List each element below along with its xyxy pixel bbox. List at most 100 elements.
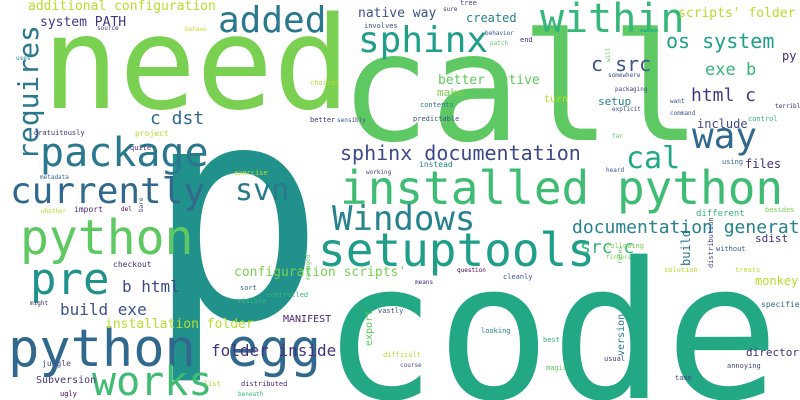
word-src-c-30: src c <box>580 237 634 258</box>
word-build-50: build <box>679 230 693 266</box>
word-usual-113: usual <box>604 355 625 363</box>
word-c-src-23: c src <box>591 52 651 76</box>
word-visible-107: visible <box>237 297 267 305</box>
word-without-94: without <box>716 245 746 253</box>
word-terrible-73: terrible <box>775 103 800 110</box>
word-installed-python-4: installed python <box>340 161 783 215</box>
word-rules-98: rules <box>617 246 624 264</box>
word-native-way-34: native way <box>358 6 436 21</box>
word-added-9: added <box>218 0 326 41</box>
word-exe-b-24: exe b <box>705 60 756 80</box>
word-contents-77: contents <box>420 101 454 109</box>
word-turn-48: turn <box>544 94 568 105</box>
word-additional-configuration-32: additional configuration <box>28 0 216 14</box>
word-html-c-25: html c <box>691 85 756 106</box>
word-windows-16: Windows <box>332 199 475 239</box>
word-del-91: del <box>121 206 132 213</box>
word-include-39: include <box>697 117 748 131</box>
word-b-html-29: b html <box>122 277 180 296</box>
word-tree-59: tree <box>460 0 477 7</box>
word-list-119: list <box>204 380 221 388</box>
word-pre-14: pre <box>30 254 109 305</box>
word-exercise-84: exercise <box>234 169 268 177</box>
word-source-60: source <box>97 25 119 32</box>
word-might-108: might <box>30 300 48 307</box>
word-best-111: best <box>543 336 560 344</box>
word-build-exe-28: build exe <box>60 300 147 319</box>
word-sphinx-11: sphinx <box>358 20 488 61</box>
word-need-1: need <box>42 0 350 139</box>
word-question-97: question <box>457 267 486 274</box>
word-created-36: created <box>466 11 517 25</box>
word-quite-83: quite <box>130 144 151 152</box>
word-better-79: better <box>310 116 335 124</box>
word-python-egg-6: python egg <box>8 319 321 379</box>
word-packaging-71: packaging <box>615 86 648 93</box>
word-distribution-102: distribution <box>707 217 715 268</box>
word-version-51: version <box>616 314 627 356</box>
word-want-72: want <box>670 98 685 105</box>
word-sensibly-80: sensibly <box>337 117 366 124</box>
word-files-40: files <box>745 157 781 171</box>
word-behavior-66: behavior <box>485 30 514 37</box>
word-somewhere-70: somewhere <box>608 72 641 79</box>
word-system-path-33: system PATH <box>40 15 126 30</box>
word-sphinx-documentation-20: sphinx documentation <box>340 141 581 165</box>
word-command-74: command <box>670 110 696 117</box>
word-finders-96: finders <box>606 254 632 261</box>
word-specified-56: specified <box>761 300 800 309</box>
word-uses-62: uses <box>16 55 31 62</box>
word-py-49: py <box>782 49 796 63</box>
word-c-dst-26: c dst <box>150 108 204 129</box>
word-control-76: control <box>748 115 778 123</box>
word-sure-64: sure <box>443 6 458 13</box>
word-besides-93: besides <box>765 206 795 214</box>
word-subversion-43: Subversion <box>36 375 96 386</box>
word-requires-13: requires <box>12 25 45 160</box>
word-annoying-116: annoying <box>727 362 761 370</box>
word-sdist-41: sdist <box>755 232 788 245</box>
word-import-54: import <box>74 205 103 214</box>
word-jungle-57: jungle <box>42 359 71 368</box>
word-project-58: project <box>135 129 169 138</box>
word-end-65: end <box>520 36 533 44</box>
word-bare-92: bare <box>138 197 145 212</box>
word-controlled-105: controlled <box>266 291 308 299</box>
word-explicit-75: explicit <box>612 106 641 113</box>
word-magic-115: magic <box>546 364 567 372</box>
word-difficult-112: difficult <box>383 351 421 359</box>
word-gratuitously-82: gratuitously <box>34 129 85 137</box>
word-better-native-35: better native <box>438 73 540 88</box>
word-far-81: far <box>612 133 623 140</box>
word-using-88: using <box>722 158 743 166</box>
word-scripts-folder-31: scripts' folder <box>678 6 796 21</box>
word-behave-61: behave <box>185 26 207 33</box>
word-treats-100: treats <box>735 266 760 274</box>
word-monkey-42: monkey <box>755 274 798 288</box>
word-cal-19: cal <box>626 141 680 176</box>
word-following-95: following <box>606 242 644 250</box>
word-choices-68: choices <box>310 79 340 87</box>
word-cleanly-101: cleanly <box>503 273 533 281</box>
word-tame-117: tame <box>675 374 692 382</box>
word-manifest-45: MANIFEST <box>283 314 331 325</box>
word-make-46: make <box>437 86 464 99</box>
word-patch-67: patch <box>490 40 508 47</box>
word-os-system-22: os system <box>666 29 774 53</box>
word-call-2: call <box>340 2 701 176</box>
word-way-18: way <box>692 116 757 157</box>
word-beneath-121: beneath <box>238 391 264 398</box>
word-instead-86: instead <box>419 160 453 169</box>
word-ugly-118: ugly <box>60 390 77 398</box>
word-directory-44: directory <box>746 346 800 359</box>
word-whether-90: whether <box>41 208 67 215</box>
word-folder-inside-27: folder inside <box>211 341 336 360</box>
word-predictable-78: predictable <box>413 115 459 123</box>
word-setuptools-5: setuptools <box>318 223 595 277</box>
word-distributed-120: distributed <box>241 380 287 388</box>
word-code-3: code <box>322 222 780 400</box>
word-within-10: within <box>540 0 685 42</box>
